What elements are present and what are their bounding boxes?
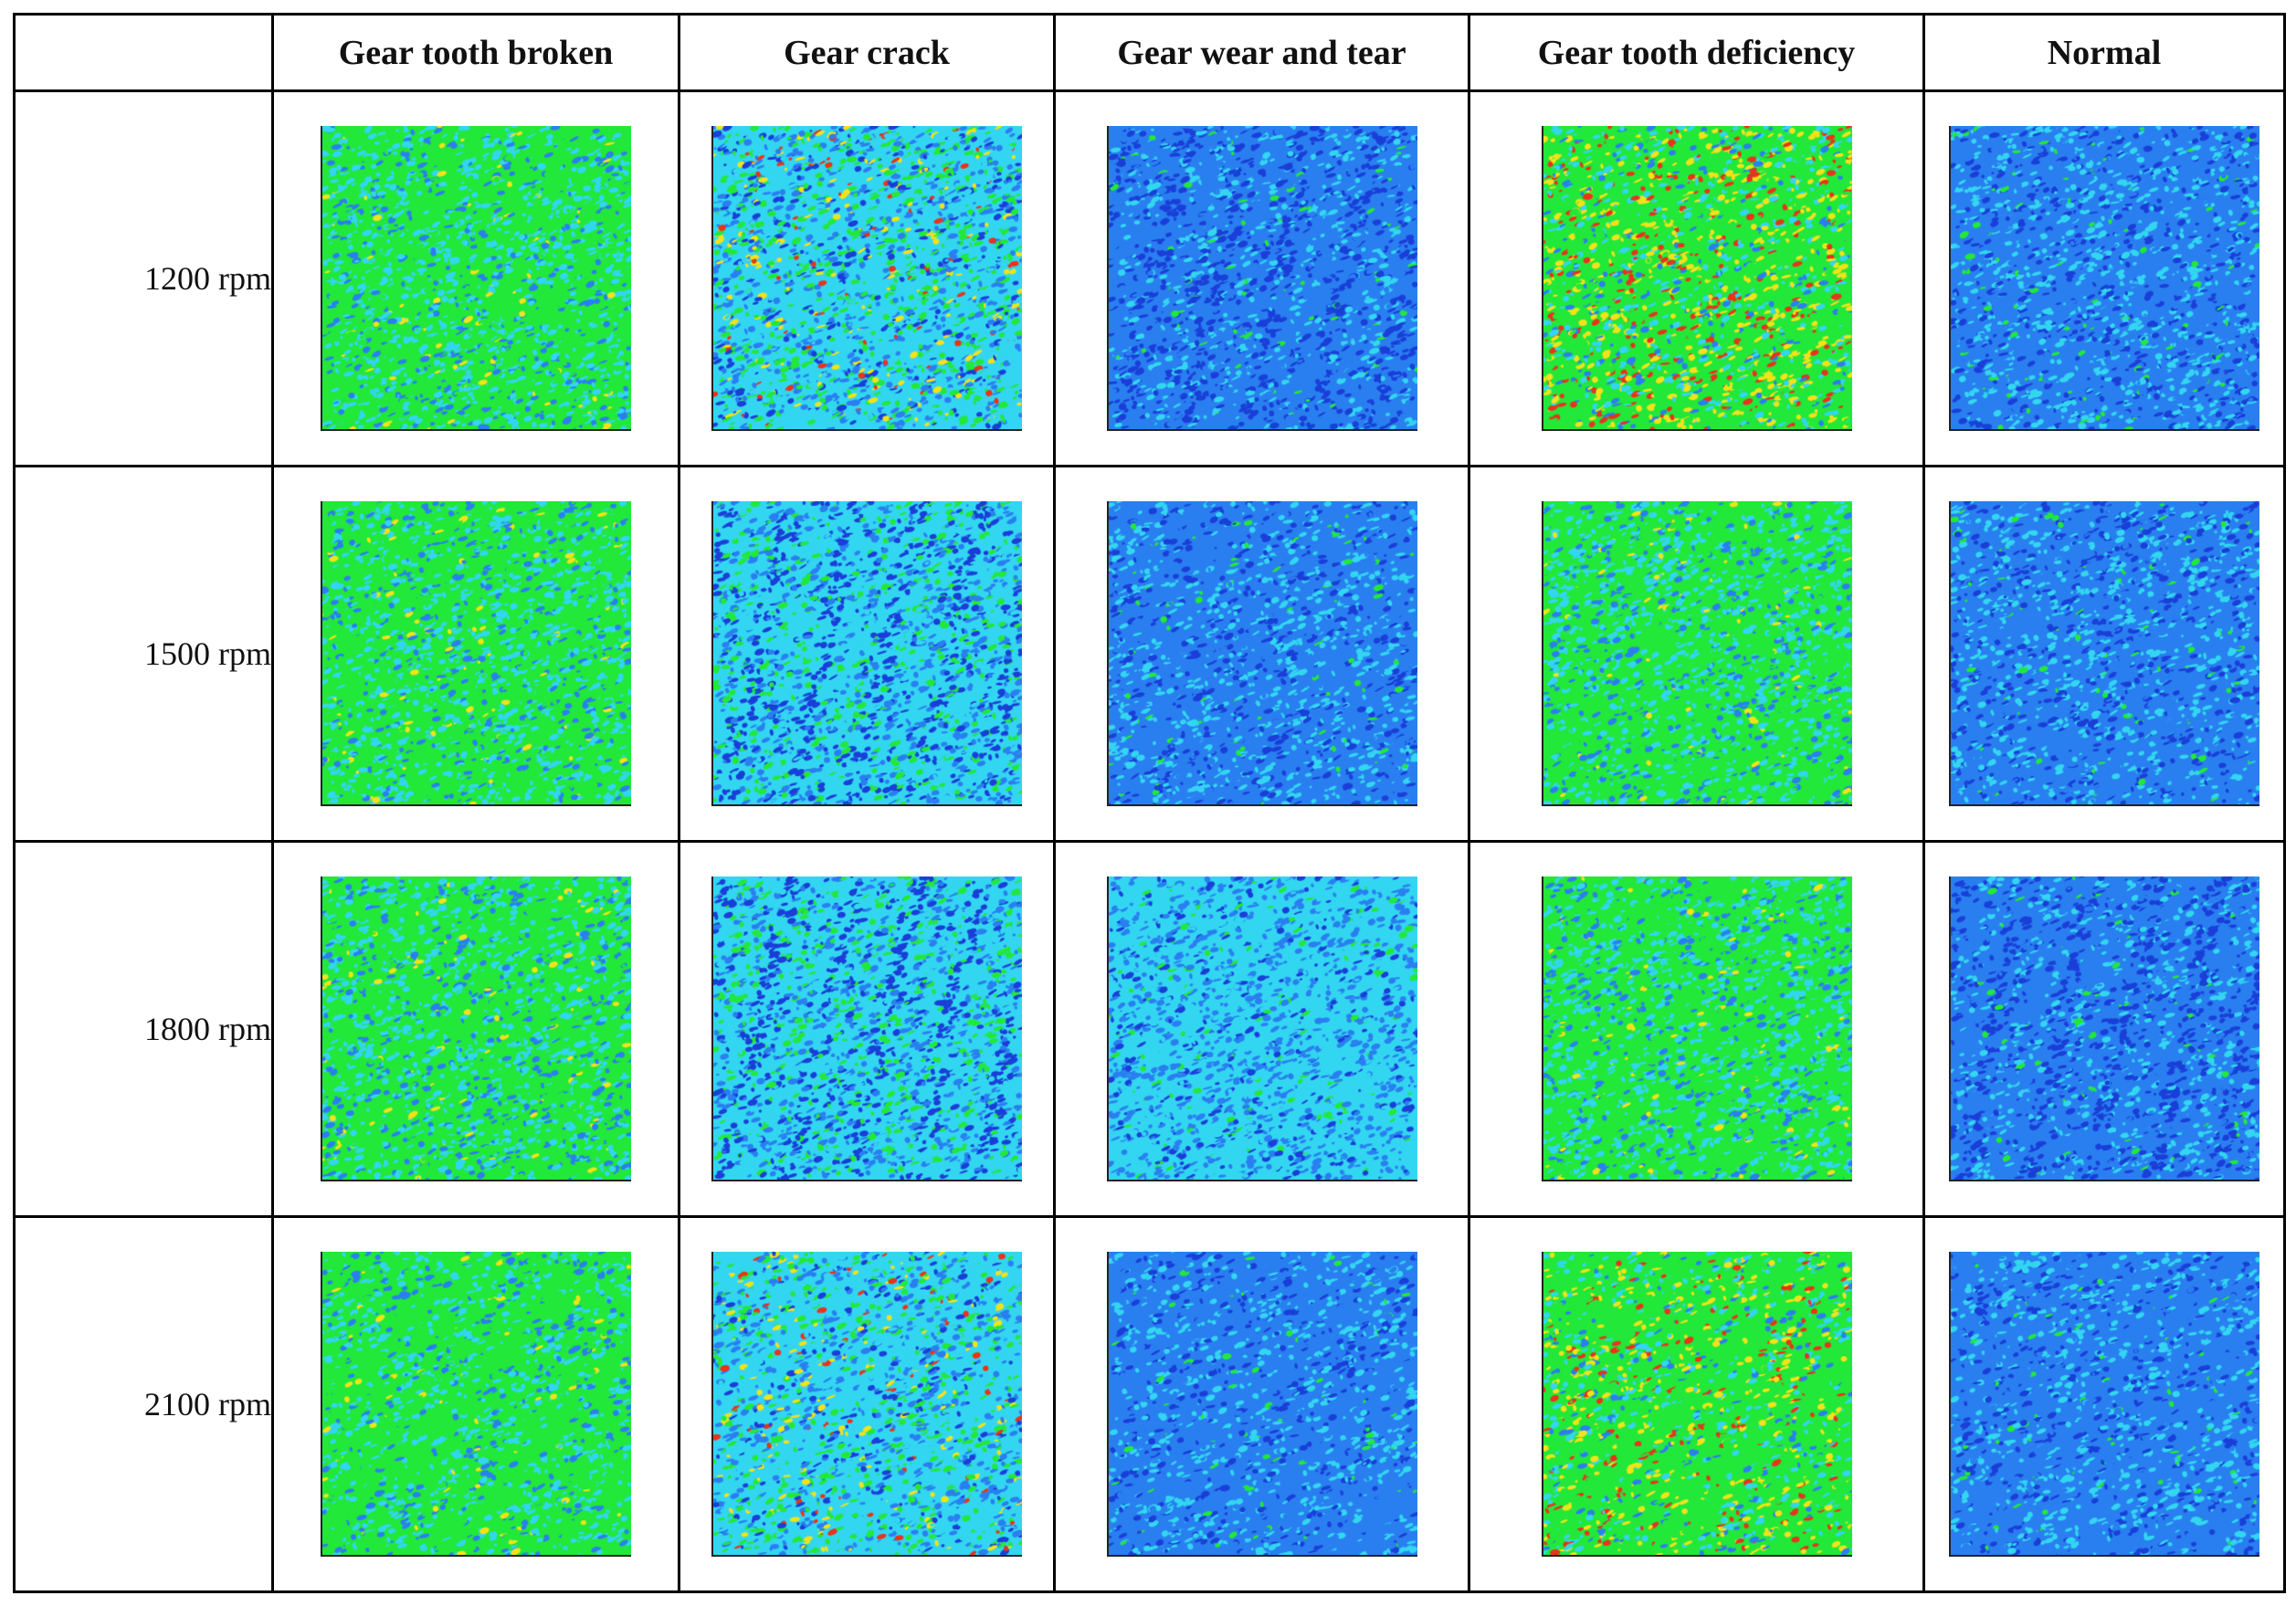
table-row: 1800 rpm <box>13 840 2286 1218</box>
heatmap-image <box>1106 501 1417 806</box>
heatmap-image <box>1541 1252 1852 1557</box>
heatmap-image <box>1541 876 1852 1181</box>
heatmap-image <box>1106 1252 1417 1557</box>
heatmap-image <box>1106 126 1417 431</box>
heatmap-image <box>321 1252 631 1557</box>
row-header-2100-rpm: 2100 rpm <box>13 1215 274 1593</box>
row-header-1200-rpm: 1200 rpm <box>13 89 274 467</box>
heatmap-image <box>1949 1252 2259 1557</box>
heatmap-image <box>711 126 1022 431</box>
table-row: 1200 rpm <box>13 89 2286 467</box>
heatmap-image <box>1106 876 1417 1181</box>
heatmap-image <box>1949 501 2259 806</box>
heatmap-image <box>711 1252 1022 1557</box>
heatmap-image <box>321 876 631 1181</box>
heatmap-image <box>711 501 1022 806</box>
heatmap-image <box>1949 126 2259 431</box>
heatmap-image <box>321 126 631 431</box>
heatmap-image <box>1949 876 2259 1181</box>
heatmap-image <box>1541 501 1852 806</box>
heatmap-image <box>321 501 631 806</box>
table-row: 1500 rpm <box>13 465 2286 843</box>
row-header-1500-rpm: 1500 rpm <box>13 465 274 843</box>
column-header-gear-tooth-deficiency: Gear tooth deficiency <box>1468 13 1925 92</box>
column-header-gear-wear-and-tear: Gear wear and tear <box>1053 13 1470 92</box>
column-header-gear-tooth-broken: Gear tooth broken <box>271 13 680 92</box>
column-header-normal: Normal <box>1922 13 2286 92</box>
row-header-1800-rpm: 1800 rpm <box>13 840 274 1218</box>
column-header-gear-crack: Gear crack <box>678 13 1056 92</box>
results-table: Gear tooth broken Gear crack Gear wear a… <box>13 13 2286 1593</box>
table-row: 2100 rpm <box>13 1215 2286 1593</box>
header-row: Gear tooth broken Gear crack Gear wear a… <box>13 13 2286 92</box>
heatmap-image <box>711 876 1022 1181</box>
corner-cell <box>13 13 274 92</box>
heatmap-image <box>1541 126 1852 431</box>
